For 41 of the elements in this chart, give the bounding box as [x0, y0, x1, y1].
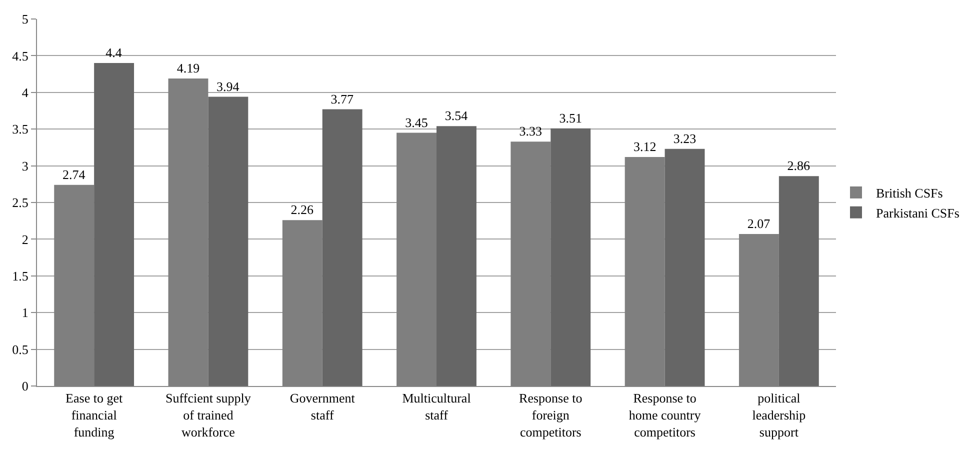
bar: [436, 126, 476, 386]
data-label: 4.19: [176, 60, 200, 76]
y-tick-label: 0.5: [12, 342, 28, 357]
bar: [778, 176, 819, 386]
y-tick-label: 5: [22, 12, 28, 27]
bar: [550, 128, 591, 386]
x-tick-label: Multicultural staff: [402, 390, 472, 422]
data-label: 2.26: [290, 202, 314, 218]
y-tick-label: 4.5: [12, 48, 28, 64]
bar: [322, 109, 362, 386]
bar: [94, 63, 134, 386]
bar: [664, 148, 705, 386]
x-tick-label: Government staff: [290, 390, 356, 422]
x-tick-label: Ease to get financial funding: [66, 390, 123, 440]
data-label: 3.33: [519, 124, 542, 139]
legend-label: Parkistani CSFs: [876, 205, 960, 220]
data-label: 2.07: [747, 216, 771, 232]
x-tick-label: Response to foreign competitors: [519, 390, 582, 440]
bar: [208, 96, 248, 386]
data-label: 3.23: [673, 130, 696, 146]
y-tick-label: 1.5: [12, 268, 28, 284]
data-label: 3.51: [559, 110, 582, 126]
legend-label: British CSFs: [876, 186, 943, 201]
x-tick-label: Response to home country competitors: [628, 390, 702, 440]
data-label: 2.74: [62, 166, 86, 182]
x-tick-label: Suffcient supply of trained workforce: [166, 390, 252, 440]
data-label: 2.86: [787, 158, 811, 174]
y-tick-label: 2.5: [12, 195, 28, 210]
data-label: 4.4: [106, 45, 122, 60]
data-label: 3.45: [405, 114, 428, 130]
y-tick-label: 0: [22, 378, 28, 394]
y-tick-label: 3.5: [12, 122, 28, 137]
y-tick-label: 2: [22, 232, 28, 247]
y-tick-label: 4: [22, 84, 29, 100]
data-label: 3.12: [633, 138, 656, 154]
data-label: 3.77: [330, 91, 354, 106]
data-label: 3.94: [216, 78, 240, 94]
y-tick-label: 3: [22, 158, 28, 174]
data-label: 3.54: [444, 108, 468, 124]
y-tick-label: 1: [22, 305, 28, 320]
x-tick-label: political leadership support: [752, 390, 806, 440]
